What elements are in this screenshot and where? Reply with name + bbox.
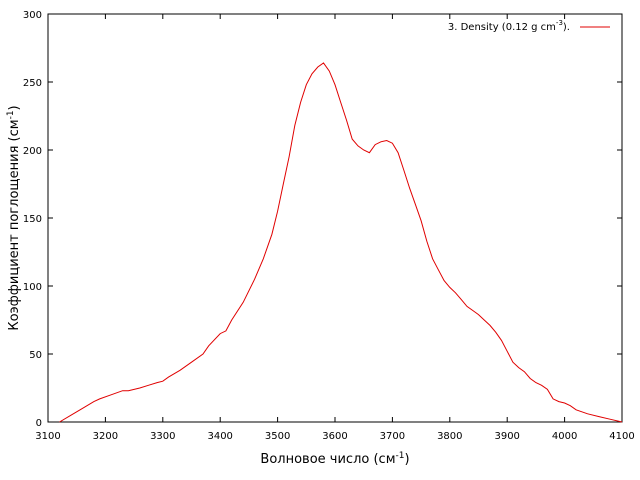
x-tick-label: 3200 (93, 431, 118, 442)
y-tick-label: 200 (23, 146, 42, 157)
x-tick-label: 3100 (35, 431, 60, 442)
x-axis-ticks: 3100 3200 3300 3400 3500 3600 3700 3800 3900 4000… (35, 14, 635, 442)
x-axis-title: Волновое число (см-1) (260, 451, 409, 467)
x-tick-label: 4100 (609, 431, 634, 442)
y-tick-label: 300 (23, 10, 42, 21)
legend: 3. Density (0.12 g cm-3). (448, 19, 610, 33)
x-tick-label: 3400 (207, 431, 232, 442)
x-tick-label: 3500 (265, 431, 290, 442)
x-tick-label: 3300 (150, 431, 175, 442)
x-tick-label: 3800 (437, 431, 462, 442)
x-tick-label: 3700 (380, 431, 405, 442)
x-tick-label: 3600 (322, 431, 347, 442)
x-tick-label: 3900 (494, 431, 519, 442)
plot-frame (47, 13, 623, 423)
y-tick-label: 150 (23, 214, 42, 225)
y-axis-ticks: 0 50 100 150 200 250 300 (23, 10, 622, 429)
y-tick-label: 0 (36, 418, 42, 429)
series-line (59, 62, 623, 423)
x-tick-label: 4000 (552, 431, 577, 442)
y-tick-label: 100 (23, 282, 42, 293)
legend-label: 3. Density (0.12 g cm-3). (448, 19, 570, 33)
y-axis-title: Коэффициент поглощения (см-1) (6, 105, 22, 330)
y-tick-label: 50 (29, 350, 42, 361)
y-tick-label: 250 (23, 78, 42, 89)
